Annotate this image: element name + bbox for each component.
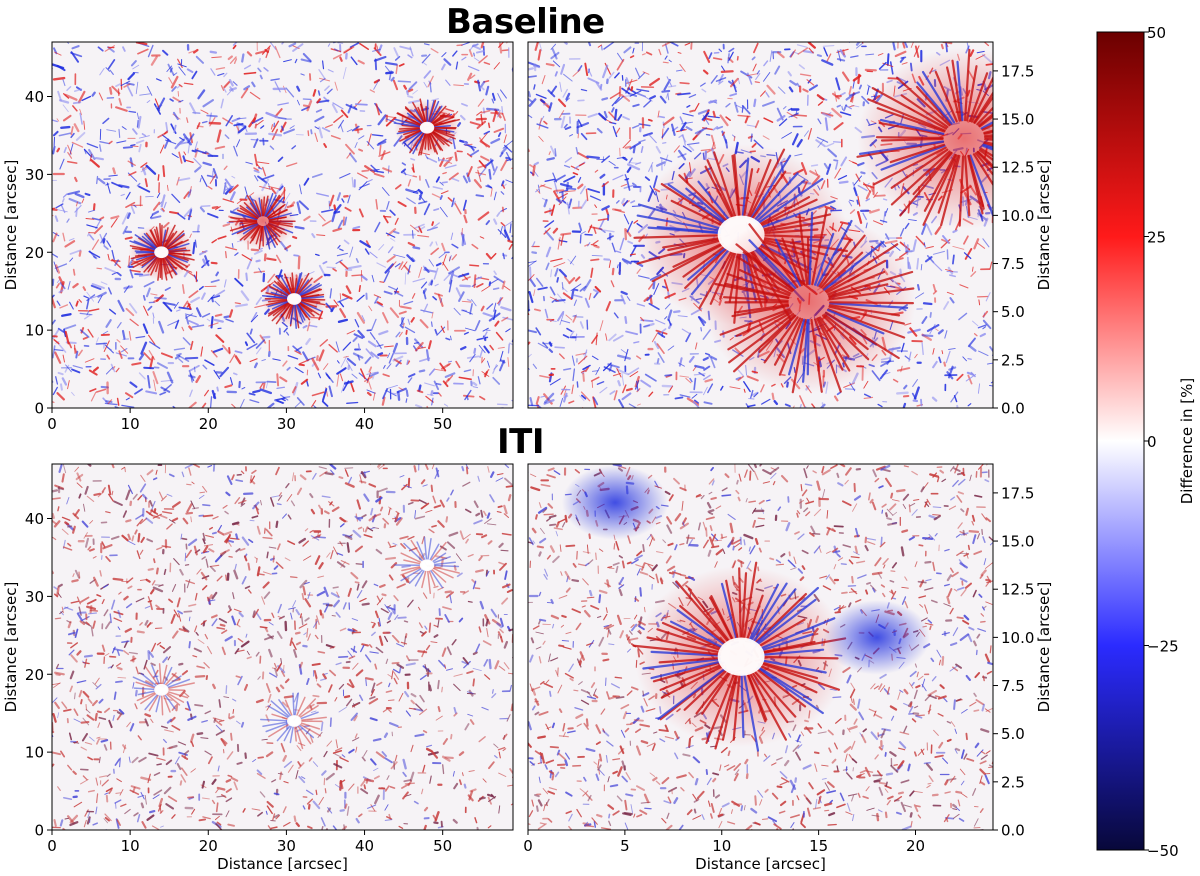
y-tick-label: 7.5 [1001, 255, 1025, 273]
x-axis-label: Distance [arcsec] [217, 855, 348, 873]
y-tick-label: 15.0 [1001, 533, 1034, 551]
x-tick-label: 20 [199, 837, 218, 855]
y-tick-label: 15.0 [1001, 111, 1034, 129]
panel-1-axes: 0 10 20 30 40 0 10 20 30 40 50 Distance [arcsec] [2, 88, 452, 433]
x-tick-label: 5 [620, 837, 630, 855]
y-axis-label: Distance [arcsec] [1035, 582, 1053, 713]
x-tick-label: 50 [433, 837, 452, 855]
y-tick-label: 20 [25, 666, 44, 684]
feature-blue-patch [823, 600, 931, 675]
y-tick-label: 12.5 [1001, 581, 1034, 599]
y-axis-label: Distance [arcsec] [2, 160, 20, 291]
colorbar-label: Difference in [%] [1178, 378, 1196, 505]
x-tick-label: 40 [355, 837, 374, 855]
feature-penumbra-sunspot [393, 98, 460, 156]
heatmap-panel-4: 0.0 2.5 5.0 7.5 10.0 12.5 15.0 17.5 0 5 10 15 20 Dist… [523, 463, 1053, 873]
heatmap-panel-1: 0 10 20 30 40 0 10 20 30 40 50 Distance [arcsec] [2, 41, 514, 433]
y-tick-label: 40 [25, 88, 44, 106]
y-tick-label: 10.0 [1001, 629, 1034, 647]
y-tick-label: 0.0 [1001, 400, 1025, 418]
heatmap-image [528, 42, 993, 408]
y-axis-label: Distance [arcsec] [1035, 160, 1053, 291]
section-title-baseline: Baseline [446, 2, 605, 42]
feature-blue-patch [561, 465, 669, 540]
colorbar-tick-label: −50 [1147, 842, 1179, 860]
feature-pore [261, 271, 328, 329]
y-tick-label: 30 [25, 588, 44, 606]
y-tick-label: 17.5 [1001, 484, 1034, 502]
y-tick-label: 0 [34, 822, 44, 840]
heatmap-image [52, 464, 513, 830]
x-tick-label: 15 [809, 837, 828, 855]
feature-sunspot-faint [394, 536, 460, 595]
x-tick-label: 10 [712, 837, 731, 855]
feature-penumbra [228, 192, 296, 250]
panel-2-axes: 0.0 2.5 5.0 7.5 10.0 12.5 15.0 17.5 Distance [ar… [993, 62, 1053, 418]
x-tick-label: 10 [121, 415, 140, 433]
heatmap-panel-3: 0 10 20 30 40 0 10 20 30 40 50 Distance [arcsec] Dis… [2, 463, 514, 873]
panel-4-axes: 0.0 2.5 5.0 7.5 10.0 12.5 15.0 17.5 0 5 10 15 20 Dist… [523, 484, 1053, 873]
heatmap-image [52, 42, 513, 408]
colorbar-tick-label: 25 [1147, 229, 1166, 247]
feature-sunspot-faint [128, 661, 195, 718]
colorbar-tick-label: 0 [1147, 433, 1157, 451]
colorbar-gradient [1096, 31, 1145, 851]
x-tick-label: 0 [523, 837, 533, 855]
y-tick-label: 20 [25, 244, 44, 262]
x-tick-label: 10 [121, 837, 140, 855]
y-tick-label: 2.5 [1001, 773, 1025, 791]
y-tick-label: 5.0 [1001, 303, 1025, 321]
x-tick-label: 30 [277, 837, 296, 855]
heatmap-panel-2: 0.0 2.5 5.0 7.5 10.0 12.5 15.0 17.5 Distance [ar… [527, 41, 1053, 418]
feature-penumbra-sunspot [128, 222, 195, 281]
x-axis-label: Distance [arcsec] [695, 855, 826, 873]
panel-3-axes: 0 10 20 30 40 0 10 20 30 40 50 Distance [arcsec] Dis… [2, 510, 452, 873]
x-tick-label: 20 [199, 415, 218, 433]
colorbar: 50 25 0 −25 −50 Difference in [%] [1096, 24, 1196, 860]
x-tick-label: 50 [433, 415, 452, 433]
feature-penumbra [702, 208, 916, 394]
y-tick-label: 10 [25, 744, 44, 762]
x-tick-label: 40 [355, 415, 374, 433]
feature-pore-faint [260, 692, 328, 750]
y-tick-label: 10.0 [1001, 207, 1034, 225]
y-axis-label: Distance [arcsec] [2, 582, 20, 713]
y-tick-label: 0.0 [1001, 822, 1025, 840]
feature-penumbra [856, 47, 993, 229]
y-tick-label: 30 [25, 166, 44, 184]
y-tick-label: 40 [25, 510, 44, 528]
x-tick-label: 0 [47, 415, 57, 433]
heatmap-image [528, 464, 993, 830]
colorbar-tick-label: 50 [1147, 24, 1166, 42]
section-title-iti: ITI [497, 422, 545, 462]
y-tick-label: 0 [34, 400, 44, 418]
colorbar-tick-label: −25 [1147, 638, 1179, 656]
y-tick-label: 7.5 [1001, 677, 1025, 695]
x-tick-label: 20 [906, 837, 925, 855]
y-tick-label: 12.5 [1001, 159, 1034, 177]
y-tick-label: 17.5 [1001, 62, 1034, 80]
y-tick-label: 5.0 [1001, 725, 1025, 743]
y-tick-label: 10 [25, 322, 44, 340]
x-tick-label: 0 [47, 837, 57, 855]
y-tick-label: 2.5 [1001, 351, 1025, 369]
x-tick-label: 30 [277, 415, 296, 433]
feature-penumbra-sunspot [632, 561, 848, 752]
